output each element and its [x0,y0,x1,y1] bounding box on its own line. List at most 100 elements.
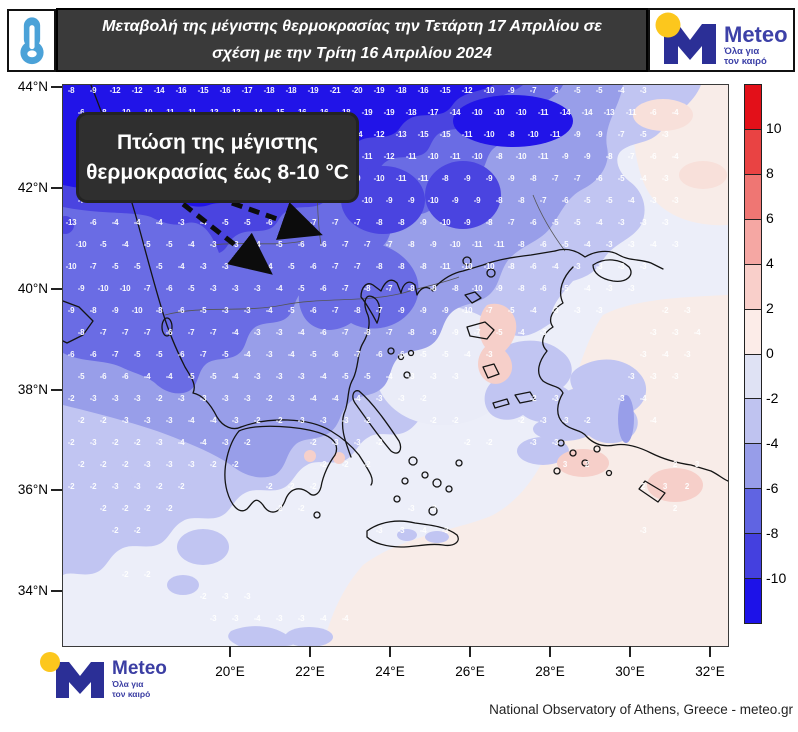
map-value-label: -6 [166,284,173,293]
map-value-label: -3 [298,372,305,381]
map-value-label: -3 [672,240,679,249]
map-value-label: -3 [574,306,581,315]
map-value-label: -8 [442,174,449,183]
map-value-label: -3 [596,262,603,271]
map-value-label: -3 [90,394,97,403]
map-value-label: -2 [68,394,75,403]
map-value-label: -6 [332,350,339,359]
map-value-label: -10 [132,306,144,315]
colorbar-segment [745,353,761,399]
map-value-label: -3 [430,504,437,513]
map-value-label: -3 [254,284,261,293]
map-value-label: -6 [166,328,173,337]
blob-bottom-1 [228,626,295,646]
map-value-label: -11 [550,130,561,139]
island-chios [482,363,500,379]
pink-ne-patch-1 [633,99,693,131]
coast-thermaic-chalkidiki [360,250,556,324]
map-value-label: -9 [452,328,459,337]
map-value-label: -3 [552,306,559,315]
map-value-label: -7 [530,86,537,95]
page-title-line2: σχέση με την Τρίτη 16 Απριλίου 2024 [212,45,492,62]
map-value-label: -3 [662,218,669,227]
map-value-label: -9 [112,306,119,315]
map-value-label: -4 [232,328,239,337]
map-value-label: -8 [496,152,503,161]
pink-spot-peloponnese-1 [304,450,316,462]
map-value-label: -2 [232,460,239,469]
page-title-line1: Μεταβολή της μέγιστης θερμοκρασίας την Τ… [102,18,602,35]
y-axis-label: 34°N [17,583,48,598]
map-value-label: -11 [396,174,407,183]
colorbar [744,84,762,624]
map-value-label: -3 [628,372,635,381]
map-value-label: -7 [364,240,371,249]
island-dodecanese-4 [593,445,601,453]
meteo-footer-name: Meteo [112,658,167,679]
map-value-label: -5 [188,372,195,381]
map-value-label: -2 [78,416,85,425]
map-value-label: -4 [552,262,559,271]
map-value-label: -15 [440,86,452,95]
map-value-label: -9 [442,306,449,315]
credit-text: National Observatory of Athens, Greece -… [489,702,793,717]
island-sporades-3 [407,349,415,357]
x-axis-tick [629,646,631,657]
map-value-label: -13 [66,218,78,227]
map-value-label: -5 [618,174,625,183]
map-value-label: 3 [695,460,700,469]
map-value-label: -3 [244,306,251,315]
map-value-label: -7 [188,328,195,337]
map-value-label: -3 [166,460,173,469]
map-value-label: -3 [552,394,559,403]
map-value-label: -3 [332,438,339,447]
map-value-label: -4 [178,438,185,447]
map-value-label: -2 [156,394,163,403]
map-value-label: 3 [563,460,568,469]
map-value-label: -7 [386,240,393,249]
map-value-label: 2 [673,460,678,469]
map-value-label: -6 [650,152,657,161]
map-value-label: -6 [376,350,383,359]
colorbar-segment [745,308,761,354]
weather-map: -8 -9 -12 -12 -14 -16 -15 -16 -17 -18 -18 -19 -21 -20… [62,84,729,647]
map-value-label: -12 [374,130,386,139]
island-skyros [403,371,411,379]
island-crete [366,520,459,548]
map-value-label: -4 [694,328,701,337]
map-value-label: -8 [376,218,383,227]
pink-sw-turkey-1 [557,449,609,477]
map-value-label: -3 [486,350,493,359]
colorbar-segment [745,398,761,444]
map-value-label: -4 [672,108,679,117]
map-value-label: -7 [552,174,559,183]
map-value-label: -19 [374,86,386,95]
map-value-label: -7 [486,306,493,315]
colorbar-tick-label: -2 [766,390,779,406]
map-value-label: -8 [68,86,75,95]
colorbar-tick-label: -4 [766,435,779,451]
map-value-label: 3 [663,482,668,491]
map-value-label: -2 [100,460,107,469]
map-value-label: -3 [298,416,305,425]
x-axis-label: 28°E [535,664,565,679]
map-value-label: -4 [244,350,251,359]
map-value-label: -2 [486,438,493,447]
map-value-label: -12 [384,152,396,161]
map-value-label: -5 [144,240,151,249]
map-value-label: -3 [222,592,229,601]
x-axis-tick [229,646,231,657]
map-value-label: -11 [538,108,549,117]
map-value-label: -7 [474,328,481,337]
map-value-label: -3 [254,328,261,337]
map-value-label: 2 [673,504,678,513]
map-value-label: -9 [474,196,481,205]
map-value-label: -7 [628,152,635,161]
map-value-label: -12 [462,86,474,95]
map-value-label: -10 [462,262,474,271]
colorbar-tick-label: -6 [766,480,779,496]
map-value-label: -10 [66,262,78,271]
island-corfu [161,317,173,337]
map-value-label: -5 [364,372,371,381]
map-value-label: -6 [540,240,547,249]
